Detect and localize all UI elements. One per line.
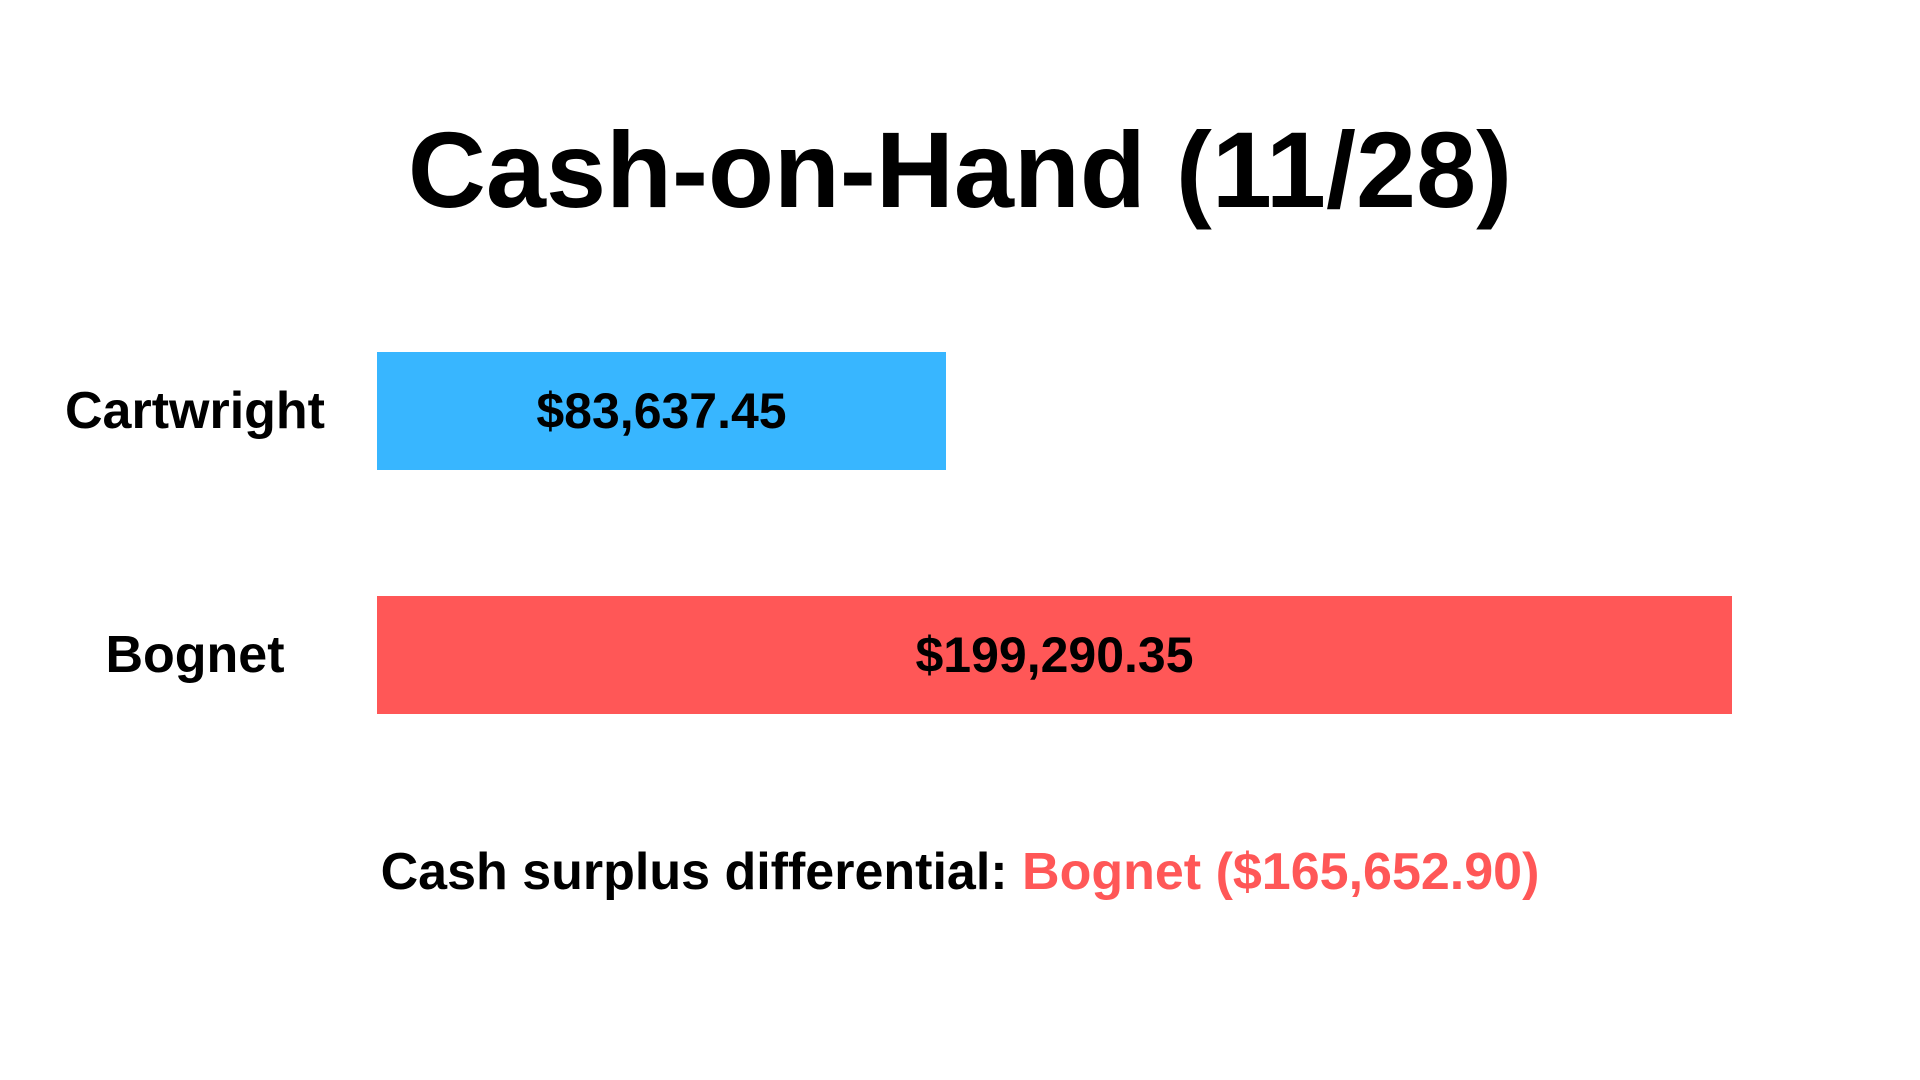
- bar-cartwright: $83,637.45: [377, 352, 946, 470]
- chart-title: Cash-on-Hand (11/28): [407, 109, 1513, 230]
- bar-bognet: $199,290.35: [377, 596, 1732, 714]
- bar-value-label: $199,290.35: [915, 627, 1194, 683]
- category-label-cartwright: Cartwright: [65, 382, 325, 440]
- bar-value-label: $83,637.45: [536, 383, 787, 439]
- category-label-bognet: Bognet: [105, 626, 285, 684]
- differential-label: Cash surplus differential:: [380, 843, 1008, 901]
- differential-summary: Cash surplus differential: Bognet ($165,…: [0, 842, 1920, 902]
- differential-value: Bognet ($165,652.90): [1022, 843, 1540, 901]
